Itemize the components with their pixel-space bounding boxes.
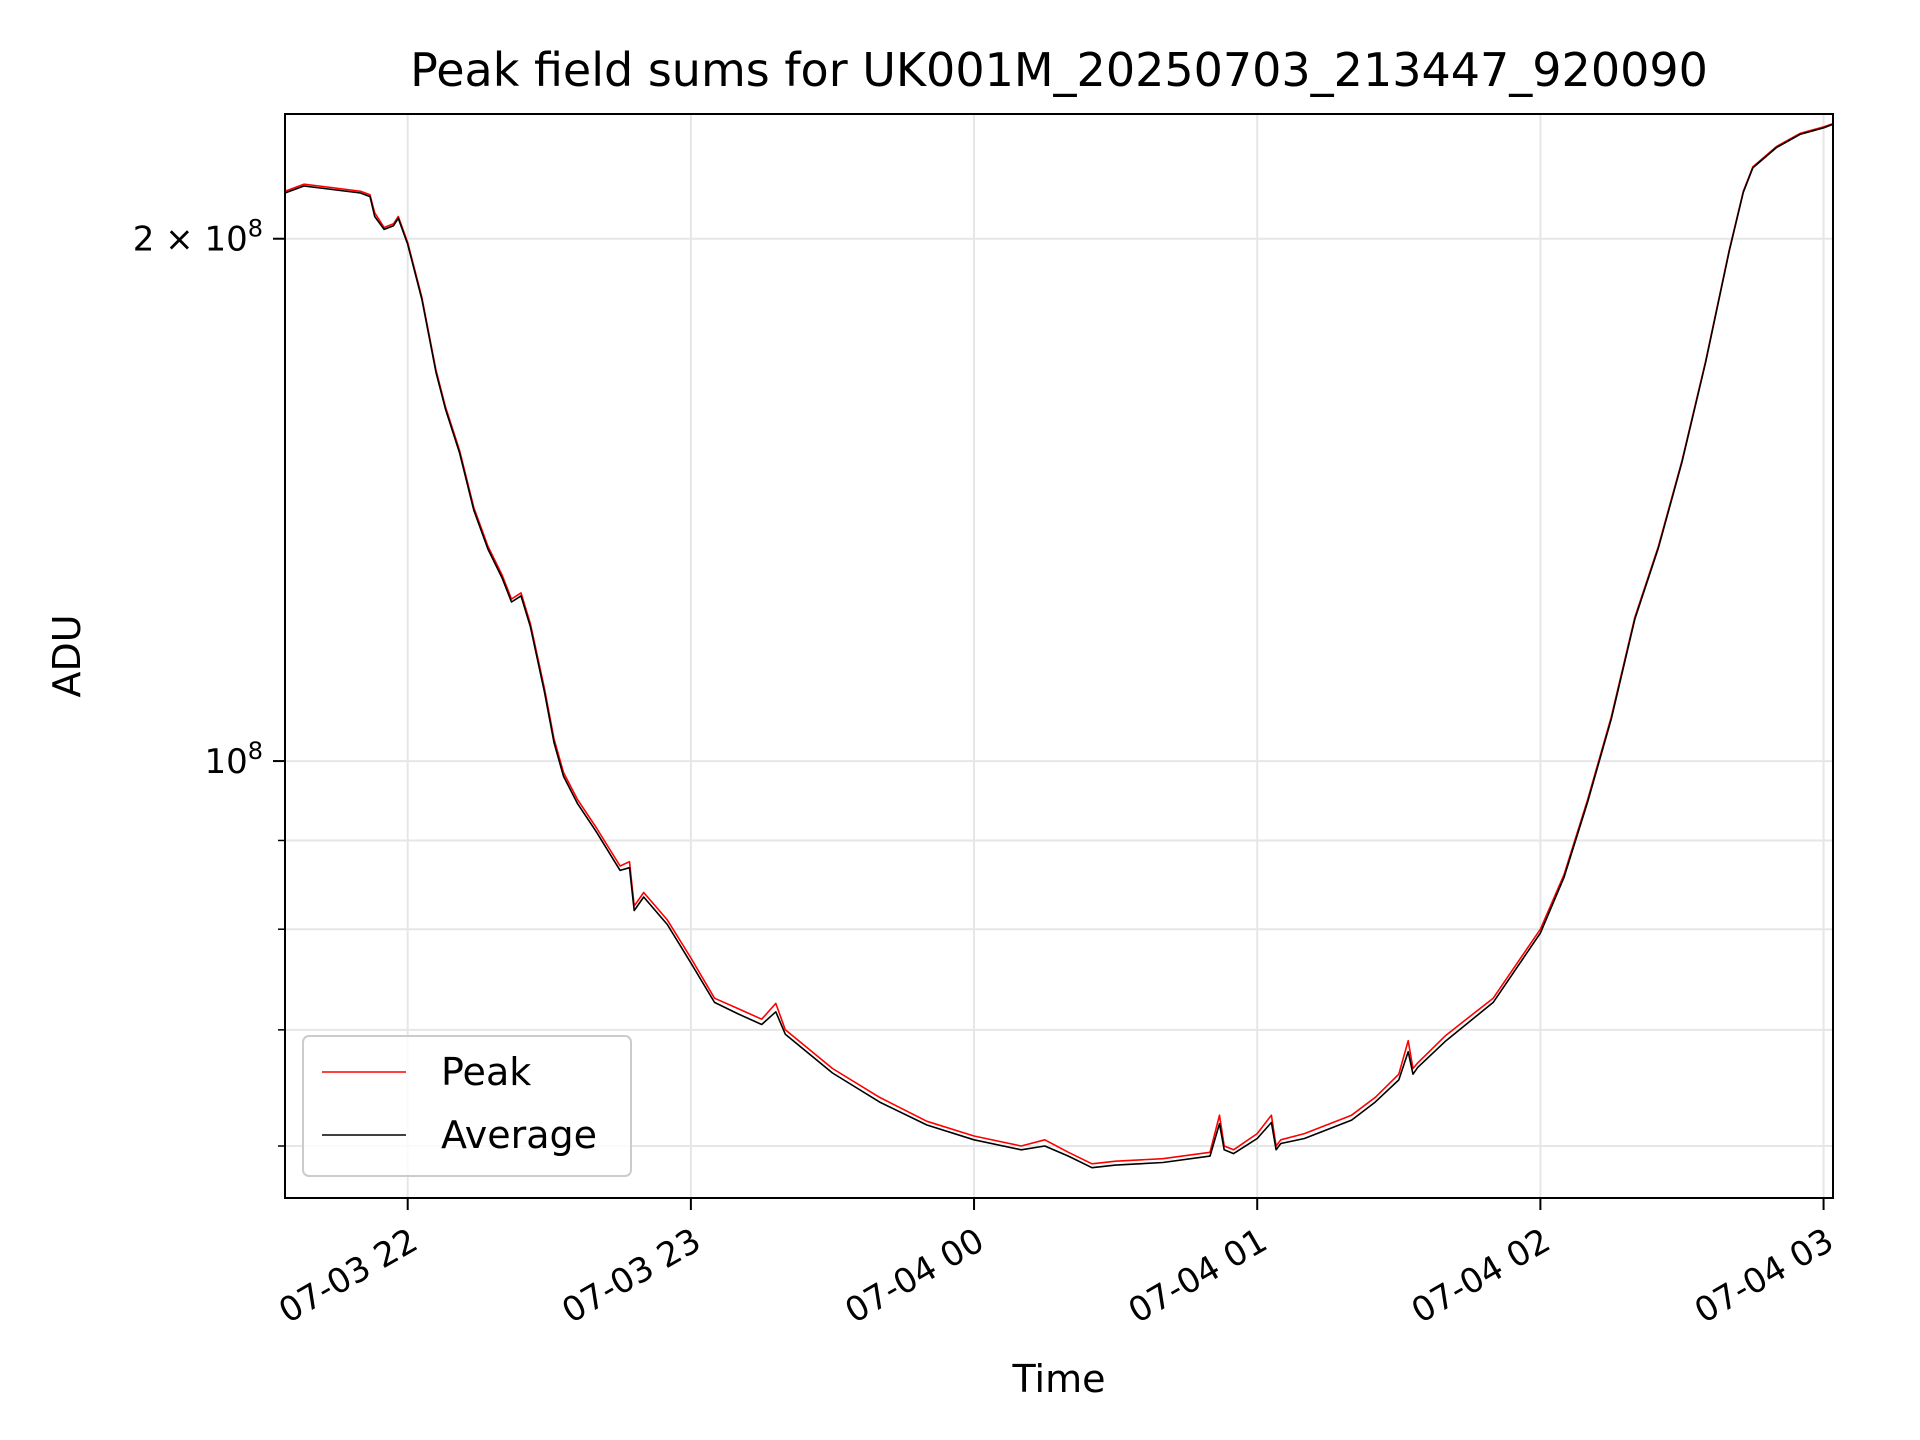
y-tick-label: 108 [204,737,263,782]
legend: Peak Average [302,1035,632,1177]
x-axis-title: Time [1012,1357,1106,1401]
legend-label-average: Average [441,1113,597,1157]
y-tick-label: 2 × 108 [133,215,263,260]
series-line-average [284,123,1834,1169]
legend-label-peak: Peak [441,1050,531,1094]
chart-title: Peak field sums for UK001M_20250703_2134… [410,43,1708,97]
plot-frame [284,113,1834,1199]
series-layer [284,122,1834,1169]
y-axis-title: ADU [45,614,89,697]
legend-box [302,1035,632,1177]
grid-layer [285,114,1833,1198]
